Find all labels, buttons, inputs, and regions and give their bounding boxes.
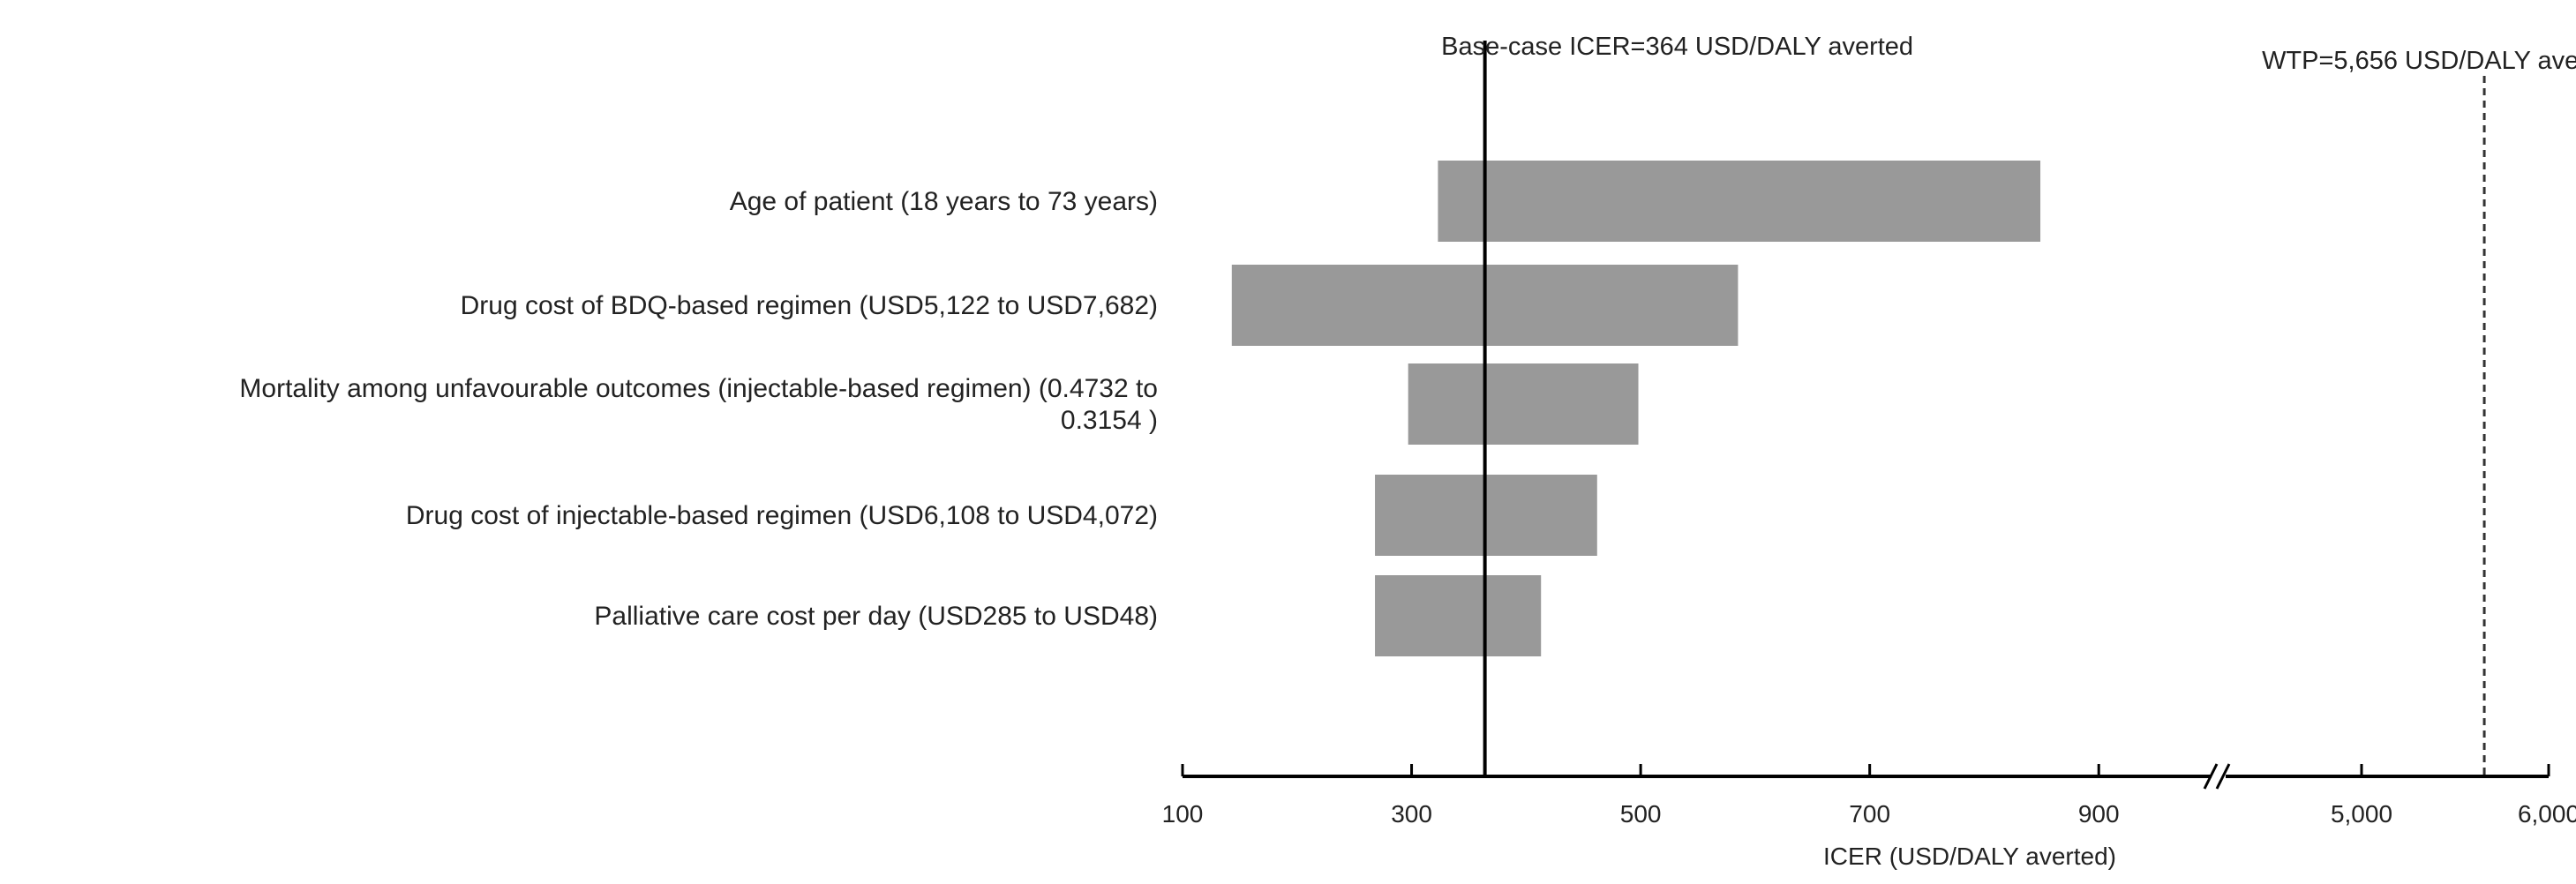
axis-break-mark-2: [2215, 763, 2231, 790]
wtp-label: WTP=5,656 USD/DALY averted: [2262, 47, 2576, 75]
axis-break-mark-1: [2203, 763, 2219, 790]
row-label-5: Palliative care cost per day (USD285 to …: [594, 602, 1158, 631]
x-axis-title: ICER (USD/DALY averted): [1823, 843, 2116, 870]
x-tick-label-2-2: 6,000: [2518, 800, 2576, 828]
x-tick-label-1-2: 300: [1391, 800, 1432, 828]
x-tick-label-1-3: 500: [1620, 800, 1662, 828]
x-tick-label-1-4: 700: [1849, 800, 1890, 828]
bar-3: [1408, 363, 1639, 445]
base-case-label: Base-case ICER=364 USD/DALY averted: [1441, 33, 1913, 61]
x-tick-label-2-1: 5,000: [2331, 800, 2392, 828]
bar-1: [1438, 161, 2041, 242]
row-label-4: Drug cost of injectable-based regimen (U…: [406, 501, 1158, 530]
row-label-3-line-1: Mortality among unfavourable outcomes (i…: [239, 374, 1158, 403]
row-label-1: Age of patient (18 years to 73 years): [730, 187, 1158, 216]
x-tick-label-1-1: 100: [1162, 800, 1204, 828]
row-label-3-line-2: 0.3154 ): [1061, 406, 1158, 435]
x-tick-label-1-5: 900: [2078, 800, 2120, 828]
bar-5: [1375, 575, 1542, 656]
row-label-2: Drug cost of BDQ-based regimen (USD5,122…: [461, 291, 1158, 320]
